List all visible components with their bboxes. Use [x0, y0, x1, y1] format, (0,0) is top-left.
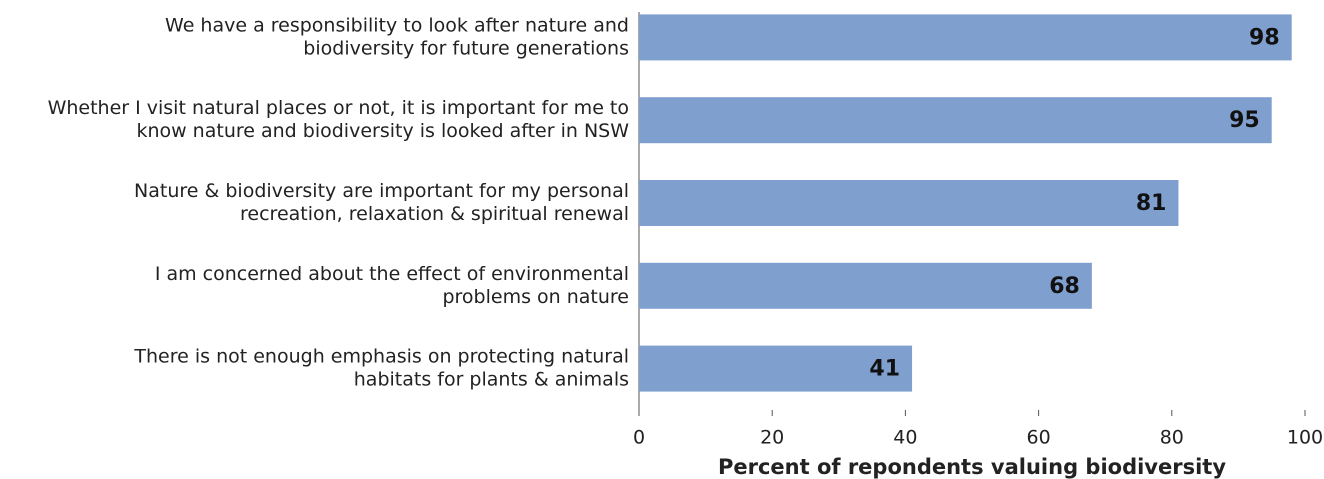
y-tick-label: Whether I visit natural places or not, i…: [48, 97, 629, 119]
y-tick-label: biodiversity for future generations: [303, 37, 629, 59]
bar: [639, 14, 1292, 61]
y-tick-label: habitats for plants & animals: [354, 369, 629, 391]
value-label: 98: [1249, 25, 1280, 50]
value-label: 95: [1229, 108, 1260, 133]
y-tick-label: know nature and biodiversity is looked a…: [136, 120, 629, 142]
bar: [639, 262, 1092, 309]
x-tick-label: 80: [1160, 427, 1184, 449]
value-label: 41: [869, 357, 900, 382]
bar: [639, 345, 913, 392]
y-tick-label: We have a responsibility to look after n…: [165, 14, 629, 36]
y-tick-label: There is not enough emphasis on protecti…: [133, 346, 629, 368]
x-tick-label: 60: [1027, 427, 1051, 449]
bar: [639, 97, 1272, 144]
value-label: 81: [1136, 191, 1167, 216]
y-tick-label: problems on nature: [442, 286, 629, 308]
x-axis-label: Percent of repondents valuing biodiversi…: [718, 455, 1226, 479]
x-tick-label: 100: [1287, 427, 1323, 449]
y-tick-label: Nature & biodiversity are important for …: [134, 180, 629, 202]
x-tick-label: 0: [633, 427, 645, 449]
y-tick-label: I am concerned about the effect of envir…: [155, 263, 629, 285]
bar: [639, 180, 1179, 226]
x-tick-label: 20: [760, 427, 784, 449]
x-tick-label: 40: [893, 427, 917, 449]
y-tick-label: recreation, relaxation & spiritual renew…: [240, 203, 629, 225]
value-label: 68: [1049, 274, 1080, 299]
